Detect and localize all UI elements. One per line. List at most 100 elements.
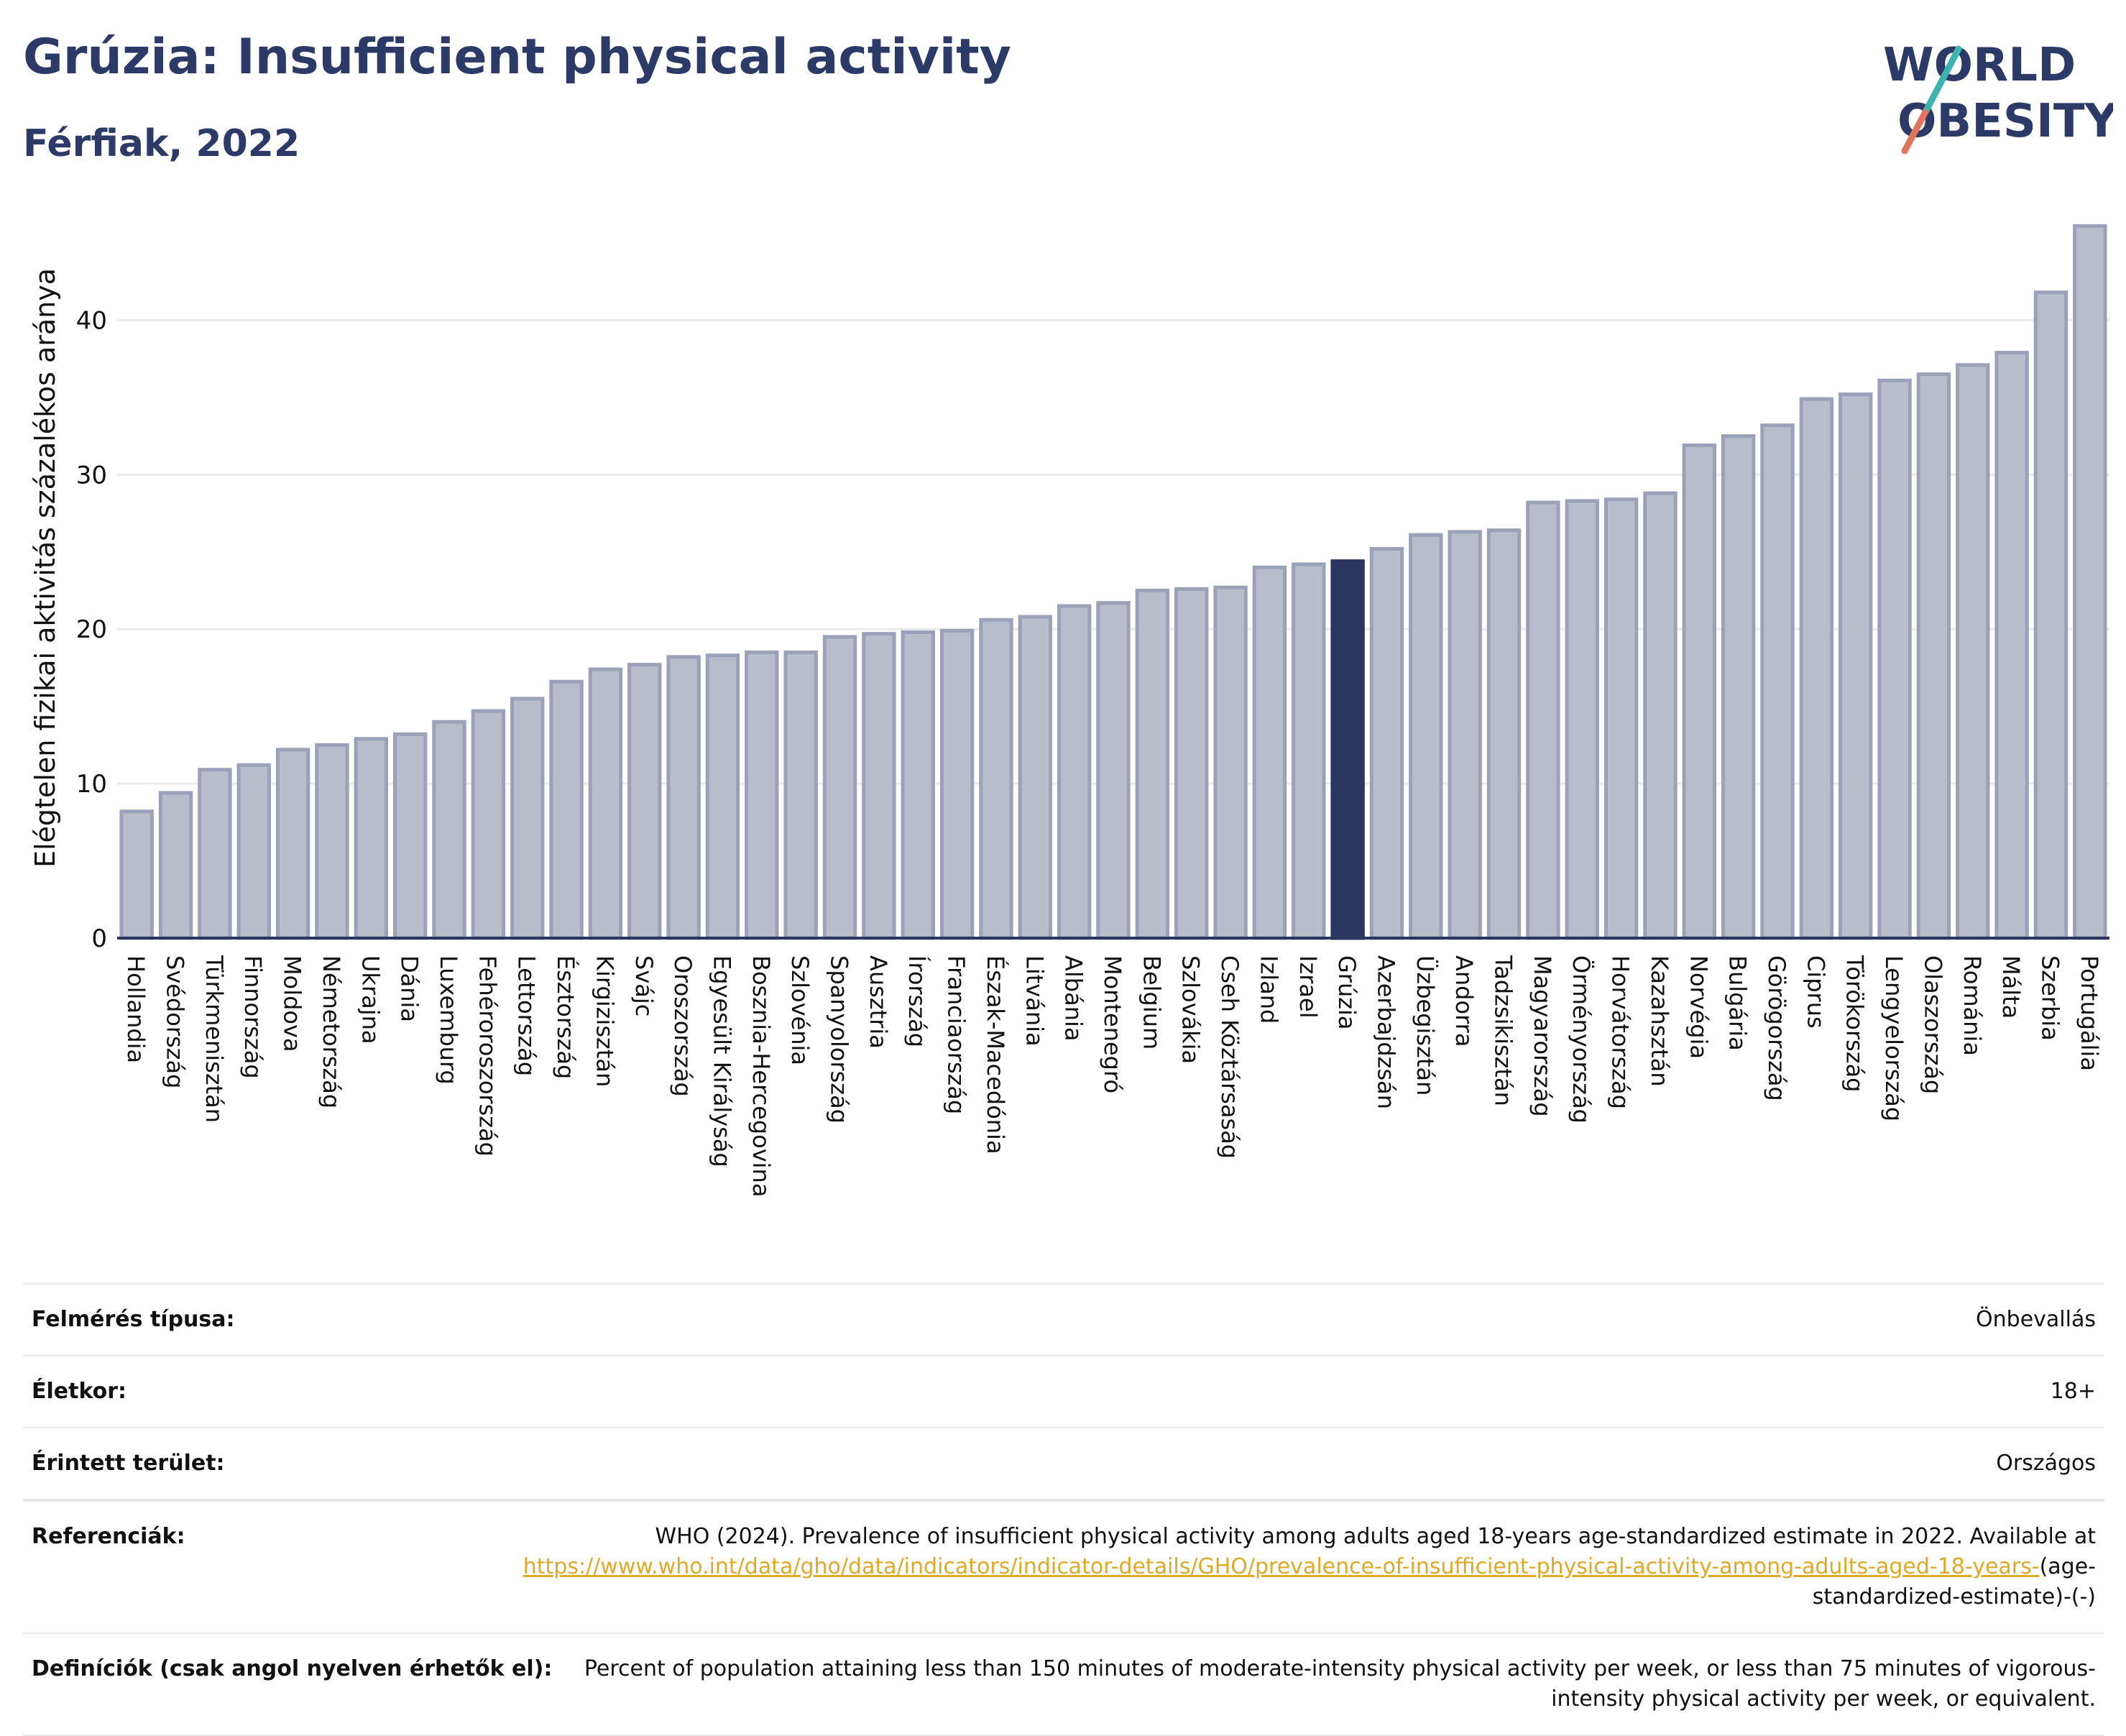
y-tick-label: 40: [76, 306, 107, 335]
x-tick-label: Svédország: [162, 955, 189, 1088]
bar-highlighted: [1330, 559, 1365, 940]
x-tick-label: Moldova: [279, 955, 306, 1052]
x-tick-label: Portugália: [2076, 955, 2103, 1071]
x-tick-label: Törökország: [1841, 955, 1869, 1092]
bar: [1096, 601, 1131, 940]
bars: [119, 224, 2107, 940]
bar: [1135, 588, 1170, 940]
bar: [666, 655, 701, 940]
x-tick-label: Montenegró: [1099, 955, 1126, 1093]
x-tick-label: Németország: [318, 955, 345, 1108]
x-tick-label: Azerbajdzsán: [1372, 955, 1399, 1109]
metadata-key: Életkor:: [32, 1379, 127, 1404]
y-tick-label: 10: [76, 770, 107, 799]
x-tick-label: Észak-Macedónia: [982, 955, 1009, 1154]
x-tick-label: Belgium: [1138, 955, 1165, 1050]
x-tick-label: Tadzsikisztán: [1490, 955, 1517, 1106]
bar: [1526, 500, 1560, 940]
x-tick-label: Finnország: [239, 955, 267, 1079]
bar: [783, 650, 818, 940]
metadata-row: Felmérés típusa: Önbevallás: [23, 1283, 2104, 1355]
y-tick-label: 20: [76, 615, 107, 644]
metadata-row: Érintett terület: Országos: [23, 1427, 2104, 1500]
references-key: Referenciák:: [32, 1524, 185, 1549]
x-tick-label: Kazahsztán: [1646, 955, 1673, 1087]
metadata-table: Felmérés típusa: Önbevallás Életkor: 18+ Éri…: [23, 1283, 2104, 1736]
bar: [1409, 533, 1443, 940]
y-tick-label: 30: [76, 461, 107, 490]
bar: [745, 650, 779, 940]
x-tick-label: Szlovákia: [1177, 955, 1205, 1064]
bar: [119, 809, 154, 940]
definitions-row: Definíciók (csak angol nyelven érhetők e…: [23, 1632, 2104, 1736]
x-tick-label: Albánia: [1060, 955, 1087, 1041]
references-text: WHO (2024). Prevalence of insufficient p…: [655, 1524, 2096, 1549]
x-tick-label: Horvátország: [1607, 955, 1634, 1109]
y-axis-ticks: 0 10 20 30 40: [76, 306, 107, 953]
x-tick-label: Spanyolország: [826, 955, 853, 1124]
x-tick-label: Ausztria: [865, 955, 892, 1049]
x-tick-label: Fehéroroszország: [474, 955, 501, 1157]
x-tick-label: Svájc: [630, 955, 658, 1016]
bar: [588, 667, 623, 940]
x-tick-label: Egyesült Királyság: [708, 955, 735, 1167]
bar: [2073, 224, 2107, 940]
bar: [315, 743, 349, 940]
logo-slash-red: [1901, 104, 1931, 155]
bar: [236, 763, 271, 940]
bar: [822, 635, 857, 940]
x-tick-label: Cseh Köztársaság: [1216, 955, 1243, 1159]
metadata-value: Önbevallás: [1976, 1307, 2096, 1332]
logo-line1: WORLD: [1883, 39, 2076, 92]
x-tick-label: Lengyelország: [1880, 955, 1908, 1121]
x-tick-label: Franciaország: [943, 955, 970, 1114]
bar: [549, 679, 584, 940]
bar: [510, 697, 545, 940]
x-tick-label: Dánia: [396, 955, 423, 1022]
x-tick-label: Bosznia-Hercegovina: [747, 955, 775, 1197]
x-tick-label: Üzbegisztán: [1412, 955, 1439, 1096]
bar: [158, 791, 193, 940]
y-tick-label: 0: [91, 924, 107, 953]
x-tick-label: Málta: [1997, 955, 2025, 1019]
bar: [471, 709, 506, 940]
x-tick-label: Türkmenisztán: [201, 955, 228, 1123]
bar: [1956, 363, 1990, 940]
references-link[interactable]: https://www.who.int/data/gho/data/indica…: [523, 1554, 2040, 1579]
x-tick-label: Grúzia: [1333, 955, 1361, 1030]
bar: [627, 663, 662, 940]
x-tick-label: Írország: [903, 955, 931, 1047]
bar: [432, 720, 466, 940]
references-value: WHO (2024). Prevalence of insufficient p…: [515, 1522, 2096, 1612]
bar: [1057, 604, 1092, 940]
metadata-key: Érintett terület:: [32, 1451, 225, 1476]
bar: [1213, 585, 1248, 940]
bar: [1486, 528, 1522, 940]
bar: [1799, 397, 1834, 940]
x-tick-label: Lettország: [513, 955, 540, 1076]
x-tick-label: Izrael: [1294, 955, 1322, 1019]
x-tick-label: Luxemburg: [435, 955, 462, 1085]
x-tick-label: Norvégia: [1685, 955, 1712, 1059]
logo-slash-teal: [1924, 45, 1962, 111]
metadata-value: Országos: [1996, 1451, 2096, 1476]
page-title: Grúzia: Insufficient physical activity: [23, 29, 1012, 86]
bar: [2033, 290, 2069, 940]
bar: [1643, 491, 1678, 940]
x-axis-labels: Hollandia Svédország Türkmenisztán Finnorsz…: [122, 955, 2103, 1197]
bar: [979, 617, 1013, 940]
x-tick-label: Bulgária: [1724, 955, 1752, 1051]
bar: [392, 732, 428, 940]
metadata-value: 18+: [2050, 1379, 2096, 1404]
metadata-row: Életkor: 18+: [23, 1355, 2104, 1427]
bar: [275, 748, 310, 940]
bar: [1760, 423, 1795, 940]
x-tick-label: Ciprus: [1802, 955, 1829, 1029]
x-tick-label: Olaszország: [1919, 955, 1946, 1094]
bar: [939, 628, 975, 940]
bar: [1916, 372, 1951, 940]
y-axis-label: Elégtelen fizikai aktivitás százalékos a…: [29, 268, 61, 868]
x-tick-label: Hollandia: [122, 955, 149, 1063]
bar: [1174, 587, 1209, 940]
x-tick-label: Oroszország: [669, 955, 696, 1097]
